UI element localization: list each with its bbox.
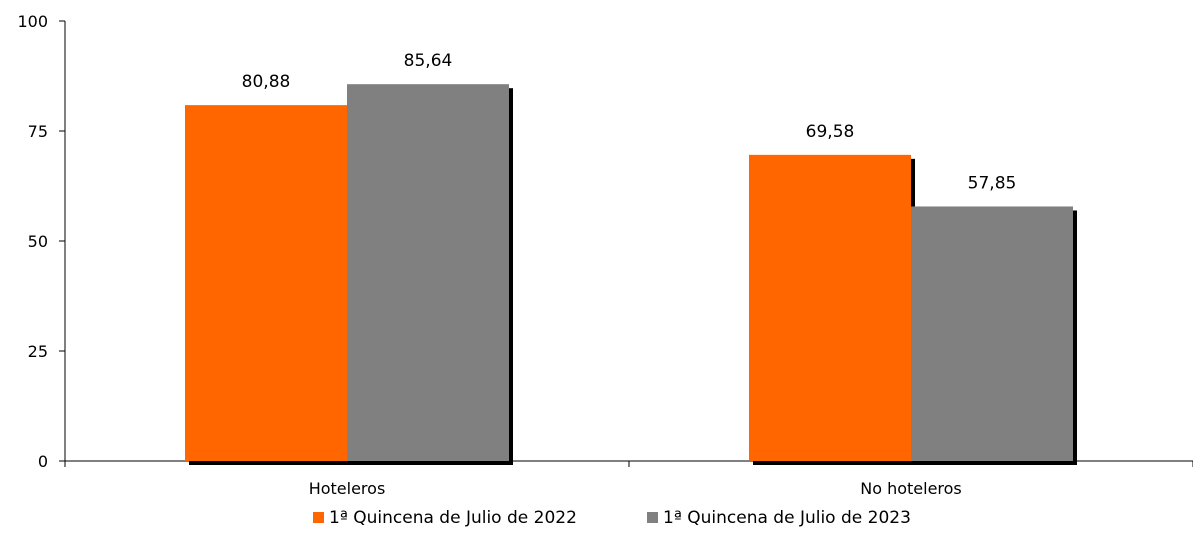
bar-value-label: 57,85 xyxy=(968,173,1017,193)
legend-label: 1ª Quincena de Julio de 2022 xyxy=(329,508,577,528)
y-tick-label: 100 xyxy=(17,12,48,31)
y-tick-label: 50 xyxy=(28,232,48,251)
data-labels: 80,88 85,64 69,58 57,85 xyxy=(242,51,1017,193)
bar-value-label: 85,64 xyxy=(404,51,453,71)
bars xyxy=(185,84,1073,462)
y-tick-label: 0 xyxy=(38,452,48,471)
bar-value-label: 69,58 xyxy=(806,122,855,142)
axes: 0 25 50 75 100 Hoteleros No hoteleros xyxy=(17,12,1193,498)
bar-value-label: 80,88 xyxy=(242,72,291,92)
legend-swatch xyxy=(313,512,324,523)
y-tick-label: 75 xyxy=(28,122,48,141)
bar xyxy=(749,154,911,461)
x-category-label: Hoteleros xyxy=(309,479,386,498)
x-category-label: No hoteleros xyxy=(860,479,962,498)
legend: 1ª Quincena de Julio de 2022 1ª Quincena … xyxy=(313,508,911,528)
legend-label: 1ª Quincena de Julio de 2023 xyxy=(663,508,911,528)
bar xyxy=(185,105,347,462)
y-tick-label: 25 xyxy=(28,342,48,361)
bar xyxy=(911,206,1073,461)
bar xyxy=(347,84,509,462)
legend-swatch xyxy=(647,512,658,523)
